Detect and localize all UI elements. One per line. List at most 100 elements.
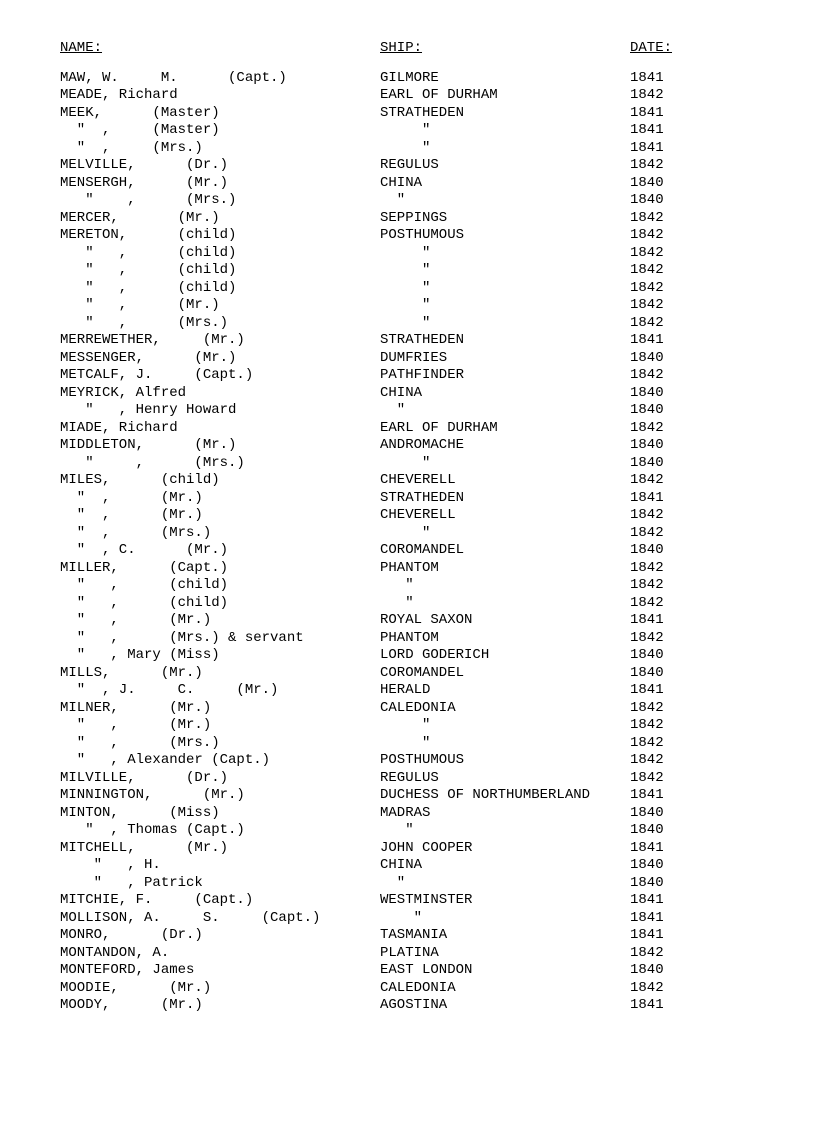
cell-date: 1841 [630,105,664,123]
cell-ship: HERALD [380,682,630,700]
cell-ship: REGULUS [380,157,630,175]
cell-ship: " [380,595,630,613]
cell-date: 1842 [630,525,664,543]
table-row: " , (Mrs.) "1841 [60,140,756,158]
table-row: MONRO, (Dr.)TASMANIA1841 [60,927,756,945]
table-row: MINTON, (Miss)MADRAS1840 [60,805,756,823]
cell-date: 1842 [630,717,664,735]
table-row: MIDDLETON, (Mr.)ANDROMACHE1840 [60,437,756,455]
cell-ship: " [380,315,630,333]
cell-ship: LORD GODERICH [380,647,630,665]
cell-name: MOODY, (Mr.) [60,997,380,1015]
cell-date: 1842 [630,315,664,333]
cell-date: 1842 [630,577,664,595]
cell-ship: " [380,402,630,420]
cell-date: 1840 [630,857,664,875]
cell-ship: CHEVERELL [380,507,630,525]
cell-name: " , (child) [60,595,380,613]
cell-name: " , Thomas (Capt.) [60,822,380,840]
header-row: NAME: SHIP: DATE: [60,40,756,58]
table-row: MELVILLE, (Dr.)REGULUS1842 [60,157,756,175]
cell-name: " , Henry Howard [60,402,380,420]
cell-name: " , (Mrs.) [60,140,380,158]
cell-name: " , (Mrs.) [60,192,380,210]
table-row: " , Alexander (Capt.)POSTHUMOUS1842 [60,752,756,770]
cell-date: 1840 [630,455,664,473]
table-row: MILVILLE, (Dr.)REGULUS1842 [60,770,756,788]
cell-date: 1840 [630,647,664,665]
cell-date: 1842 [630,420,664,438]
cell-date: 1842 [630,227,664,245]
cell-name: MIADE, Richard [60,420,380,438]
table-row: " , C. (Mr.)COROMANDEL1840 [60,542,756,560]
cell-name: " , (child) [60,262,380,280]
cell-ship: WESTMINSTER [380,892,630,910]
table-row: MOLLISON, A. S. (Capt.) "1841 [60,910,756,928]
table-row: " , (Mrs.) "1842 [60,525,756,543]
cell-ship: " [380,910,630,928]
cell-date: 1842 [630,367,664,385]
table-row: " , (Mr.) "1842 [60,717,756,735]
cell-date: 1841 [630,840,664,858]
cell-date: 1841 [630,140,664,158]
cell-ship: CHINA [380,385,630,403]
cell-name: MILNER, (Mr.) [60,700,380,718]
table-row: " , (Mrs.) & servantPHANTOM1842 [60,630,756,648]
cell-name: MINTON, (Miss) [60,805,380,823]
cell-ship: EARL OF DURHAM [380,420,630,438]
table-row: MOODIE, (Mr.)CALEDONIA1842 [60,980,756,998]
cell-name: MOLLISON, A. S. (Capt.) [60,910,380,928]
table-row: MERCER, (Mr.)SEPPINGS1842 [60,210,756,228]
cell-date: 1841 [630,490,664,508]
cell-ship: " [380,245,630,263]
cell-date: 1840 [630,437,664,455]
cell-date: 1840 [630,542,664,560]
table-row: " , (Mr.)STRATHEDEN1841 [60,490,756,508]
table-row: " , H.CHINA1840 [60,857,756,875]
cell-date: 1841 [630,70,664,88]
cell-date: 1842 [630,595,664,613]
cell-name: MAW, W. M. (Capt.) [60,70,380,88]
cell-date: 1842 [630,157,664,175]
table-row: " , (Mrs.) "1842 [60,735,756,753]
cell-ship: MADRAS [380,805,630,823]
cell-name: MONRO, (Dr.) [60,927,380,945]
cell-ship: POSTHUMOUS [380,752,630,770]
table-row: MONTANDON, A.PLATINA1842 [60,945,756,963]
cell-date: 1842 [630,472,664,490]
cell-name: " , (Mr.) [60,612,380,630]
cell-date: 1841 [630,682,664,700]
table-row: MEEK, (Master)STRATHEDEN1841 [60,105,756,123]
cell-name: " , (Mr.) [60,297,380,315]
cell-ship: TASMANIA [380,927,630,945]
cell-ship: " [380,455,630,473]
table-row: " , Henry Howard "1840 [60,402,756,420]
cell-name: METCALF, J. (Capt.) [60,367,380,385]
cell-ship: STRATHEDEN [380,332,630,350]
cell-ship: STRATHEDEN [380,105,630,123]
cell-ship: " [380,875,630,893]
cell-ship: CALEDONIA [380,700,630,718]
cell-date: 1841 [630,892,664,910]
table-row: " , Mary (Miss)LORD GODERICH1840 [60,647,756,665]
cell-date: 1840 [630,962,664,980]
cell-name: MEEK, (Master) [60,105,380,123]
cell-name: MERCER, (Mr.) [60,210,380,228]
table-row: MITCHIE, F. (Capt.)WESTMINSTER1841 [60,892,756,910]
cell-ship: ANDROMACHE [380,437,630,455]
table-row: MILLS, (Mr.)COROMANDEL1840 [60,665,756,683]
cell-ship: " [380,717,630,735]
table-row: MEYRICK, AlfredCHINA1840 [60,385,756,403]
rows-container: MAW, W. M. (Capt.)GILMORE1841MEADE, Rich… [60,70,756,1015]
cell-ship: " [380,297,630,315]
cell-ship: PATHFINDER [380,367,630,385]
cell-name: " , (Mrs.) [60,735,380,753]
table-row: " , J. C. (Mr.)HERALD1841 [60,682,756,700]
table-row: " , (child) "1842 [60,262,756,280]
cell-name: MILVILLE, (Dr.) [60,770,380,788]
cell-name: " , C. (Mr.) [60,542,380,560]
cell-name: MEADE, Richard [60,87,380,105]
cell-ship: REGULUS [380,770,630,788]
cell-name: " , (Mrs.) [60,455,380,473]
cell-name: " , (child) [60,245,380,263]
